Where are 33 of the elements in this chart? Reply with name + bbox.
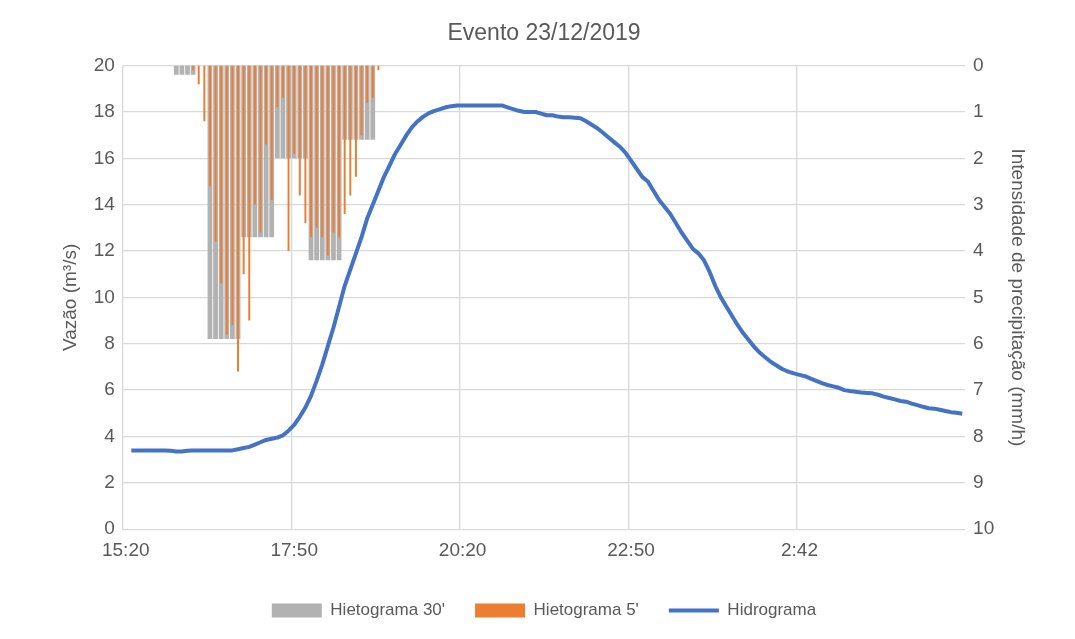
y-tick-label: 16 — [93, 146, 115, 168]
y-tick-label: 4 — [104, 424, 116, 446]
y-tick-label: 6 — [104, 378, 115, 400]
y2-tick-label: 3 — [973, 192, 984, 214]
chart-title: Evento 23/12/2019 — [447, 19, 641, 46]
y-tick-label: 14 — [93, 192, 116, 214]
y-axis-title: Vazão (m³/s) — [58, 243, 80, 352]
y2-tick-label: 6 — [973, 331, 984, 353]
y2-tick-label: 7 — [973, 378, 984, 400]
x-tick-label: 20:20 — [438, 538, 487, 560]
y2-axis-title: Intensidade de precipitação (mm/h) — [1008, 148, 1030, 447]
y2-tick-label: 9 — [973, 471, 984, 493]
x-tick-label: 15:20 — [101, 538, 150, 560]
legend-label: Hietograma 30' — [330, 600, 446, 620]
y2-tick-label: 10 — [973, 517, 995, 539]
y2-tick-label: 8 — [973, 424, 984, 446]
y2-tick-label: 0 — [973, 53, 984, 75]
y-tick-label: 8 — [104, 331, 115, 353]
x-tick-label: 17:50 — [270, 538, 318, 560]
x-tick-label: 22:50 — [607, 538, 655, 560]
y-tick-label: 2 — [104, 471, 115, 493]
y2-tick-label: 1 — [973, 100, 984, 122]
y2-tick-label: 4 — [973, 239, 985, 261]
x-tick-label: 2:42 — [780, 538, 818, 560]
legend-label: Hidrograma — [727, 600, 817, 620]
y-tick-label: 10 — [93, 285, 115, 307]
y2-tick-label: 5 — [973, 285, 984, 307]
y-tick-label: 20 — [93, 53, 115, 75]
y-tick-label: 12 — [93, 239, 115, 261]
legend-label: Hietograma 5' — [533, 600, 639, 620]
y2-tick-label: 2 — [973, 146, 984, 168]
y-tick-label: 18 — [93, 100, 115, 122]
y-tick-label: 0 — [104, 517, 115, 539]
